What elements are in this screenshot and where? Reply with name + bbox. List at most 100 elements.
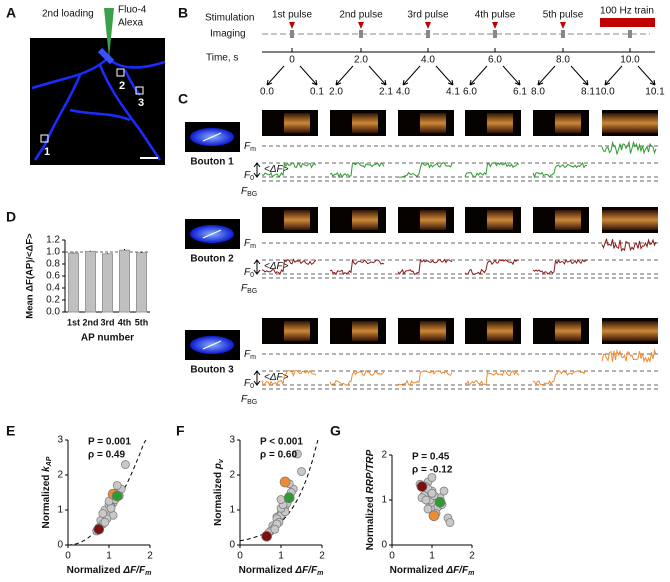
fluorescence-trace	[397, 369, 453, 387]
text-part: m	[250, 146, 256, 153]
fluorescence-trace	[464, 161, 520, 178]
time-label: 8.0	[556, 55, 570, 66]
y-tick-label: 0.0	[46, 307, 60, 318]
text-part: BG	[247, 399, 257, 406]
fluorescence-trace	[601, 140, 657, 156]
y-tick-label: 0	[381, 540, 387, 551]
text-part: F	[241, 394, 248, 405]
data-point	[283, 492, 295, 504]
x-tick-label: 0	[65, 551, 71, 562]
image-response	[352, 113, 378, 133]
text-part: F	[244, 349, 251, 360]
data-point	[93, 523, 105, 535]
fluorescence-trace	[601, 348, 657, 363]
bouton-image	[185, 122, 240, 152]
image-response	[555, 321, 581, 341]
image-response	[420, 321, 446, 341]
text-part: Normalized	[213, 469, 224, 526]
pulse-label: 4th pulse	[475, 10, 516, 21]
time-axis-label: Time, s	[206, 53, 238, 64]
stat-label: P < 0.001	[260, 437, 303, 448]
x-tick-label: 0	[389, 551, 395, 562]
data-point	[421, 495, 431, 505]
bar	[102, 253, 113, 313]
f0-label: F0	[244, 378, 254, 391]
zoom-arrow	[537, 65, 589, 86]
image-response	[284, 321, 310, 341]
fluorescence-trace	[261, 162, 317, 178]
y-tick-label: 2	[381, 450, 387, 461]
text-part: 0	[250, 383, 254, 390]
image-response	[555, 210, 581, 230]
text-part: Normalized	[390, 565, 447, 576]
data-point	[297, 467, 306, 476]
panel-label: E	[6, 423, 15, 439]
pulse-label: 1st pulse	[272, 10, 312, 21]
window-start: 4.0	[396, 87, 410, 98]
text-part: m	[250, 354, 256, 361]
zoom-arrow	[402, 65, 454, 86]
y-tick-label: 0.8	[46, 259, 60, 270]
image-response	[420, 210, 446, 230]
panel-label: A	[6, 5, 16, 21]
panel-label: D	[6, 209, 16, 225]
bouton-marker	[202, 340, 222, 350]
time-label: 6.0	[488, 55, 502, 66]
text-part: <ΔF>	[264, 372, 289, 383]
window-start: 6.0	[463, 87, 477, 98]
fluorescence-trace	[532, 161, 588, 179]
y-tick-label: 3	[57, 435, 63, 446]
panel-label: C	[178, 91, 188, 107]
dye-label: Alexa	[118, 18, 143, 29]
x-tick-label: 2	[319, 551, 325, 562]
y-tick-label: 0.4	[46, 283, 60, 294]
bar	[136, 252, 147, 313]
pulse-arrow	[358, 22, 364, 29]
train-bar	[600, 18, 655, 27]
stat-label: ρ = -0.12	[412, 465, 453, 476]
y-tick-label: 1.0	[46, 247, 60, 258]
df-arrow	[253, 259, 261, 275]
panel-label: B	[178, 5, 188, 21]
panel-label: G	[330, 423, 341, 439]
data-point	[279, 476, 291, 488]
imaging-label: Imaging	[210, 29, 246, 40]
y-axis-label: Normalized RRP/TRP	[365, 449, 376, 550]
y-tick-label: 1	[57, 505, 63, 516]
stimulation-label: Stimulation	[205, 13, 254, 24]
image-response	[487, 113, 513, 133]
y-tick-label: 1	[381, 495, 387, 506]
image-response	[284, 210, 310, 230]
y-axis-label: Normalized pv	[213, 458, 226, 526]
text-part: m	[250, 243, 256, 250]
image-response	[420, 113, 446, 133]
data-point	[427, 488, 437, 498]
text-part: F	[244, 378, 251, 389]
text-part: F	[244, 141, 251, 152]
fm-label: Fm	[244, 349, 256, 362]
mean-df-label: <ΔF>	[264, 164, 289, 175]
micrograph	[30, 38, 166, 165]
f0-label: F0	[244, 267, 254, 280]
imaging-frame	[290, 30, 294, 38]
train-label: 100 Hz train	[600, 6, 654, 17]
data-point	[434, 496, 446, 508]
pulse-label: 2nd pulse	[339, 10, 383, 21]
fluorescence-trace	[532, 369, 588, 386]
time-label: 0	[289, 55, 295, 66]
window-start: 2.0	[329, 87, 343, 98]
image-response	[352, 210, 378, 230]
text-part: m	[145, 570, 151, 577]
window-end: 10.1	[645, 87, 665, 98]
data-point	[98, 509, 108, 518]
panel-label: F	[176, 423, 185, 439]
window-end: 8.1	[581, 87, 595, 98]
image-response	[352, 321, 378, 341]
fluorescence-trace	[532, 258, 588, 275]
text-part: m	[468, 570, 474, 577]
bouton-number: 1	[44, 146, 50, 158]
y-tick-label: 0.6	[46, 271, 60, 282]
image-response	[602, 113, 658, 133]
imaging-frame	[561, 30, 565, 38]
zoom-arrow	[335, 65, 387, 86]
